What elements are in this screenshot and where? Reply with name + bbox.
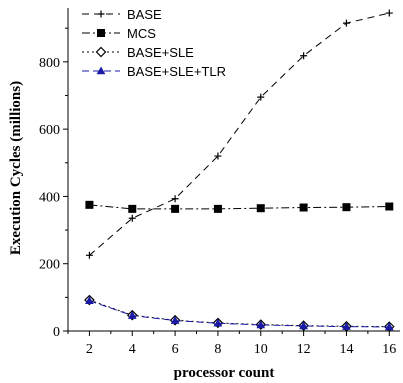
data-point-plus xyxy=(128,214,136,222)
data-point-square xyxy=(342,203,351,212)
data-point-triangle xyxy=(127,310,137,319)
data-point-square xyxy=(85,200,94,209)
y-tick-label: 200 xyxy=(39,258,60,273)
data-point-square xyxy=(213,204,222,213)
data-point-triangle xyxy=(256,320,266,329)
data-point-plus xyxy=(300,52,308,60)
x-tick-label: 10 xyxy=(254,342,268,357)
data-point-plus xyxy=(97,10,105,18)
data-point-plus xyxy=(171,195,179,203)
data-point-triangle xyxy=(170,316,180,324)
data-point-plus xyxy=(385,9,393,17)
series-line xyxy=(89,204,390,210)
data-point-triangle xyxy=(85,296,94,305)
data-point-square xyxy=(385,202,394,211)
data-point-triangle xyxy=(299,321,308,330)
legend-label: MCS xyxy=(127,26,156,41)
x-tick-label: 12 xyxy=(297,342,311,357)
x-tick-label: 14 xyxy=(339,342,353,357)
x-tick-label: 4 xyxy=(129,342,136,357)
data-point-plus xyxy=(257,93,265,101)
y-tick-label: 800 xyxy=(39,56,60,71)
y-axis-title: Execution Cycles (millions) xyxy=(8,81,24,255)
x-tick-label: 2 xyxy=(86,342,93,357)
data-point-square xyxy=(128,204,137,213)
y-tick-label: 600 xyxy=(39,123,60,138)
legend-label: BASE+SLE xyxy=(127,45,194,60)
data-point-square xyxy=(299,203,308,212)
data-point-square xyxy=(256,204,265,213)
data-point-plus xyxy=(85,251,93,259)
data-point-plus xyxy=(342,19,350,27)
data-point-triangle xyxy=(342,322,351,330)
x-axis-title: processor count xyxy=(174,365,275,381)
legend-label: BASE+SLE+TLR xyxy=(127,64,226,79)
plot-area: 2 4 6 8 10 12 14 16 0 200 400 600 800 BASE MCS BASE+SLE… xyxy=(39,7,400,357)
x-tick-label: 6 xyxy=(172,342,179,357)
x-tick-label: 16 xyxy=(382,342,396,357)
data-point-triangle xyxy=(96,66,106,75)
legend-label: BASE xyxy=(127,7,162,22)
series-line xyxy=(89,12,390,256)
y-tick-label: 0 xyxy=(53,325,60,340)
y-tick-label: 400 xyxy=(39,190,60,205)
x-tick-label: 8 xyxy=(214,342,221,357)
data-point-plus xyxy=(214,152,222,160)
data-point-diamond xyxy=(95,46,107,58)
data-point-triangle xyxy=(213,318,223,327)
data-point-square xyxy=(171,204,180,213)
data-point-triangle xyxy=(384,322,394,331)
data-point-square xyxy=(97,29,105,37)
